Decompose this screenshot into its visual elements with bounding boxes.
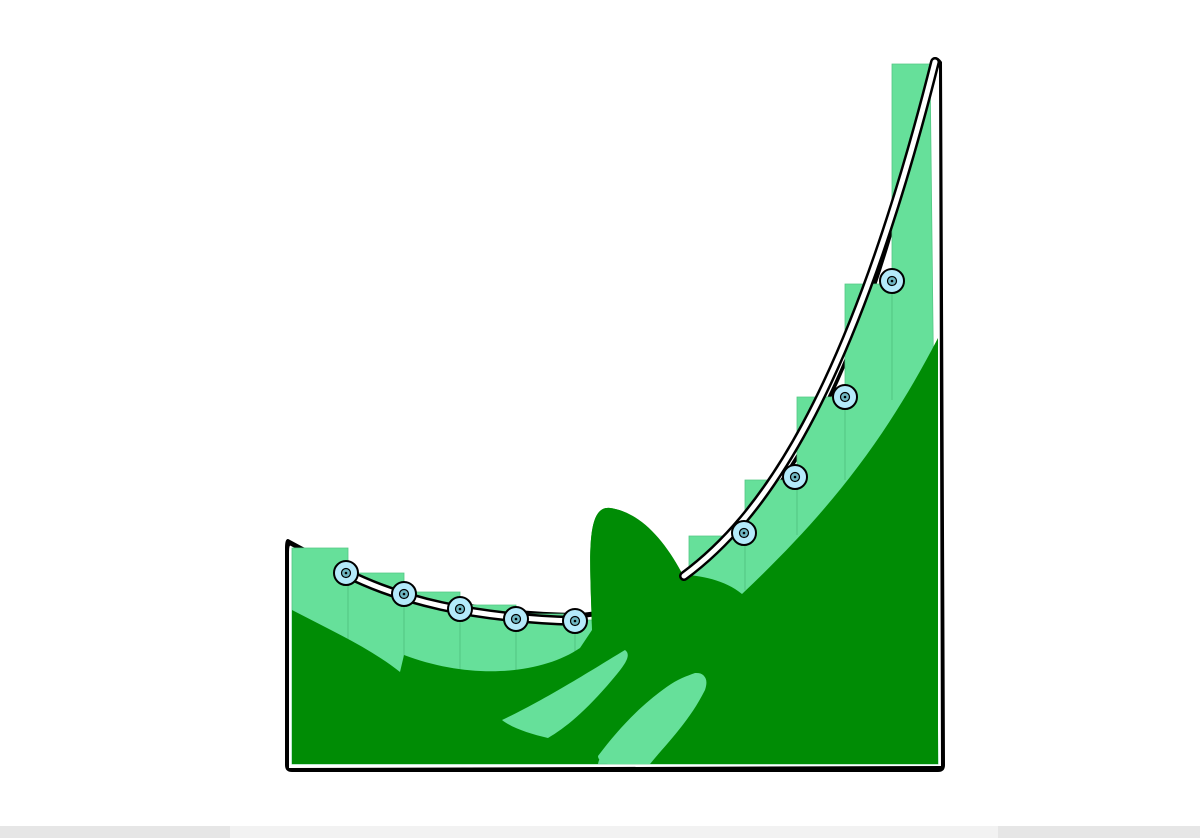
- rail-core: [343, 570, 578, 624]
- ring-marker: [391, 581, 417, 607]
- ring-marker: [731, 520, 757, 546]
- ring-marker: [503, 606, 529, 632]
- ring-marker: [879, 268, 905, 294]
- cutout-right: [598, 672, 706, 764]
- wave-crest: [590, 507, 684, 625]
- rail-core-right: [681, 59, 938, 579]
- ring-markers: [333, 268, 905, 634]
- ring-marker: [832, 384, 858, 410]
- ring-marker: [333, 560, 359, 586]
- cutout-left: [502, 650, 628, 738]
- lower-left-shade: [0, 826, 230, 838]
- ring-marker: [782, 464, 808, 490]
- ring-marker: [447, 596, 473, 622]
- ring-marker: [562, 608, 588, 634]
- lower-right-shade: [998, 826, 1200, 838]
